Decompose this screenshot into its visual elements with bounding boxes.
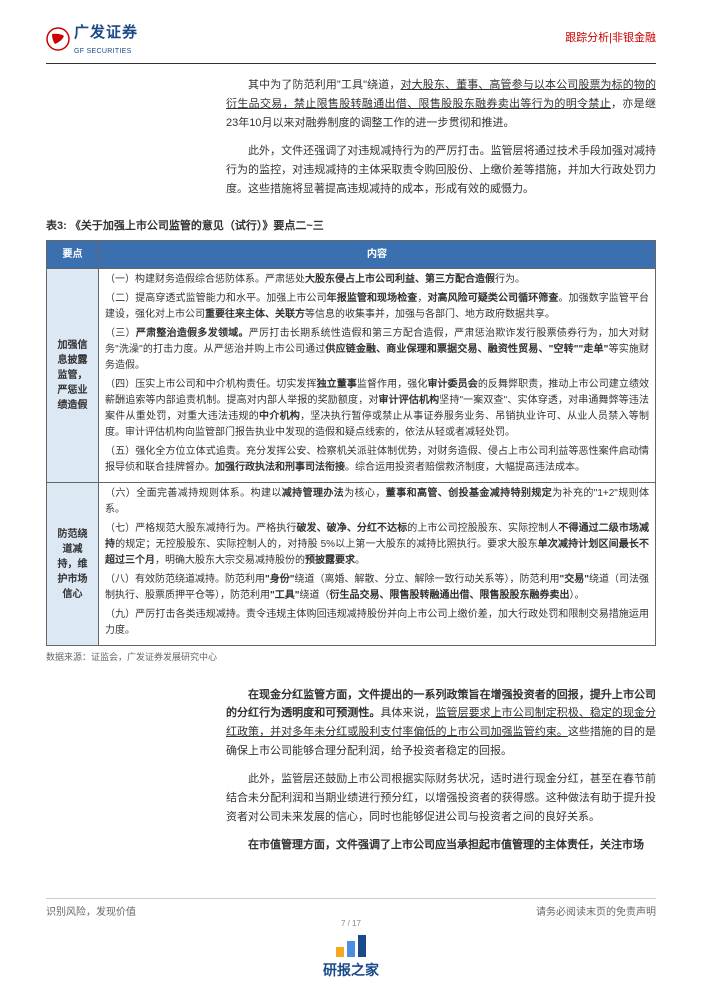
footer-right: 请务必阅读末页的免责声明 [536,904,656,921]
table-row2-content: （六）全面完善减持规则体系。构建以减持管理办法为核心，董事和高管、创投基金减持特… [99,483,656,646]
company-name-en: GF SECURITIES [74,46,138,58]
regulation-table: 要点 内容 加强信息披露监管，严惩业绩造假 （一）构建财务造假综合惩防体系。严肃… [46,240,656,646]
page-number: 7 / 17 [341,917,361,931]
logo-icon [46,27,70,51]
table-source: 数据来源：证监会，广发证券发展研究中心 [46,650,656,665]
company-logo: 广发证券 GF SECURITIES [46,20,138,57]
paragraph-3: 在现金分红监管方面，文件提出的一系列政策旨在增强投资者的回报，提升上市公司的分红… [226,686,656,761]
paragraph-2: 此外，文件还强调了对违规减持行为的严厉打击。监管层将通过技术手段加强对减持行为的… [226,142,656,198]
table-header-col1: 要点 [47,241,99,269]
table-row1-label: 加强信息披露监管，严惩业绩造假 [47,269,99,483]
company-name: 广发证券 [74,20,138,46]
paragraph-1: 其中为了防范利用"工具"绕道，对大股东、董事、高管参与以本公司股票为标的物的衍生… [226,76,656,132]
watermark: 研报之家 [323,935,379,983]
page-header: 广发证券 GF SECURITIES 跟踪分析|非银金融 [46,20,656,64]
table-title: 表3: 《关于加强上市公司监管的意见（试行）》要点二~三 [46,217,656,236]
watermark-bars-icon [323,935,379,957]
watermark-text: 研报之家 [323,959,379,983]
table-row2-label: 防范绕道减持，维护市场信心 [47,483,99,646]
table-header-col2: 内容 [99,241,656,269]
doc-classification: 跟踪分析|非银金融 [565,29,656,48]
paragraph-5: 在市值管理方面，文件强调了上市公司应当承担起市值管理的主体责任，关注市场 [226,836,656,855]
paragraph-4: 此外，监管层还鼓励上市公司根据实际财务状况，适时进行现金分红，甚至在春节前结合未… [226,770,656,826]
footer-left: 识别风险，发现价值 [46,904,136,921]
table-row1-content: （一）构建财务造假综合惩防体系。严肃惩处大股东侵占上市公司利益、第三方配合造假行… [99,269,656,483]
